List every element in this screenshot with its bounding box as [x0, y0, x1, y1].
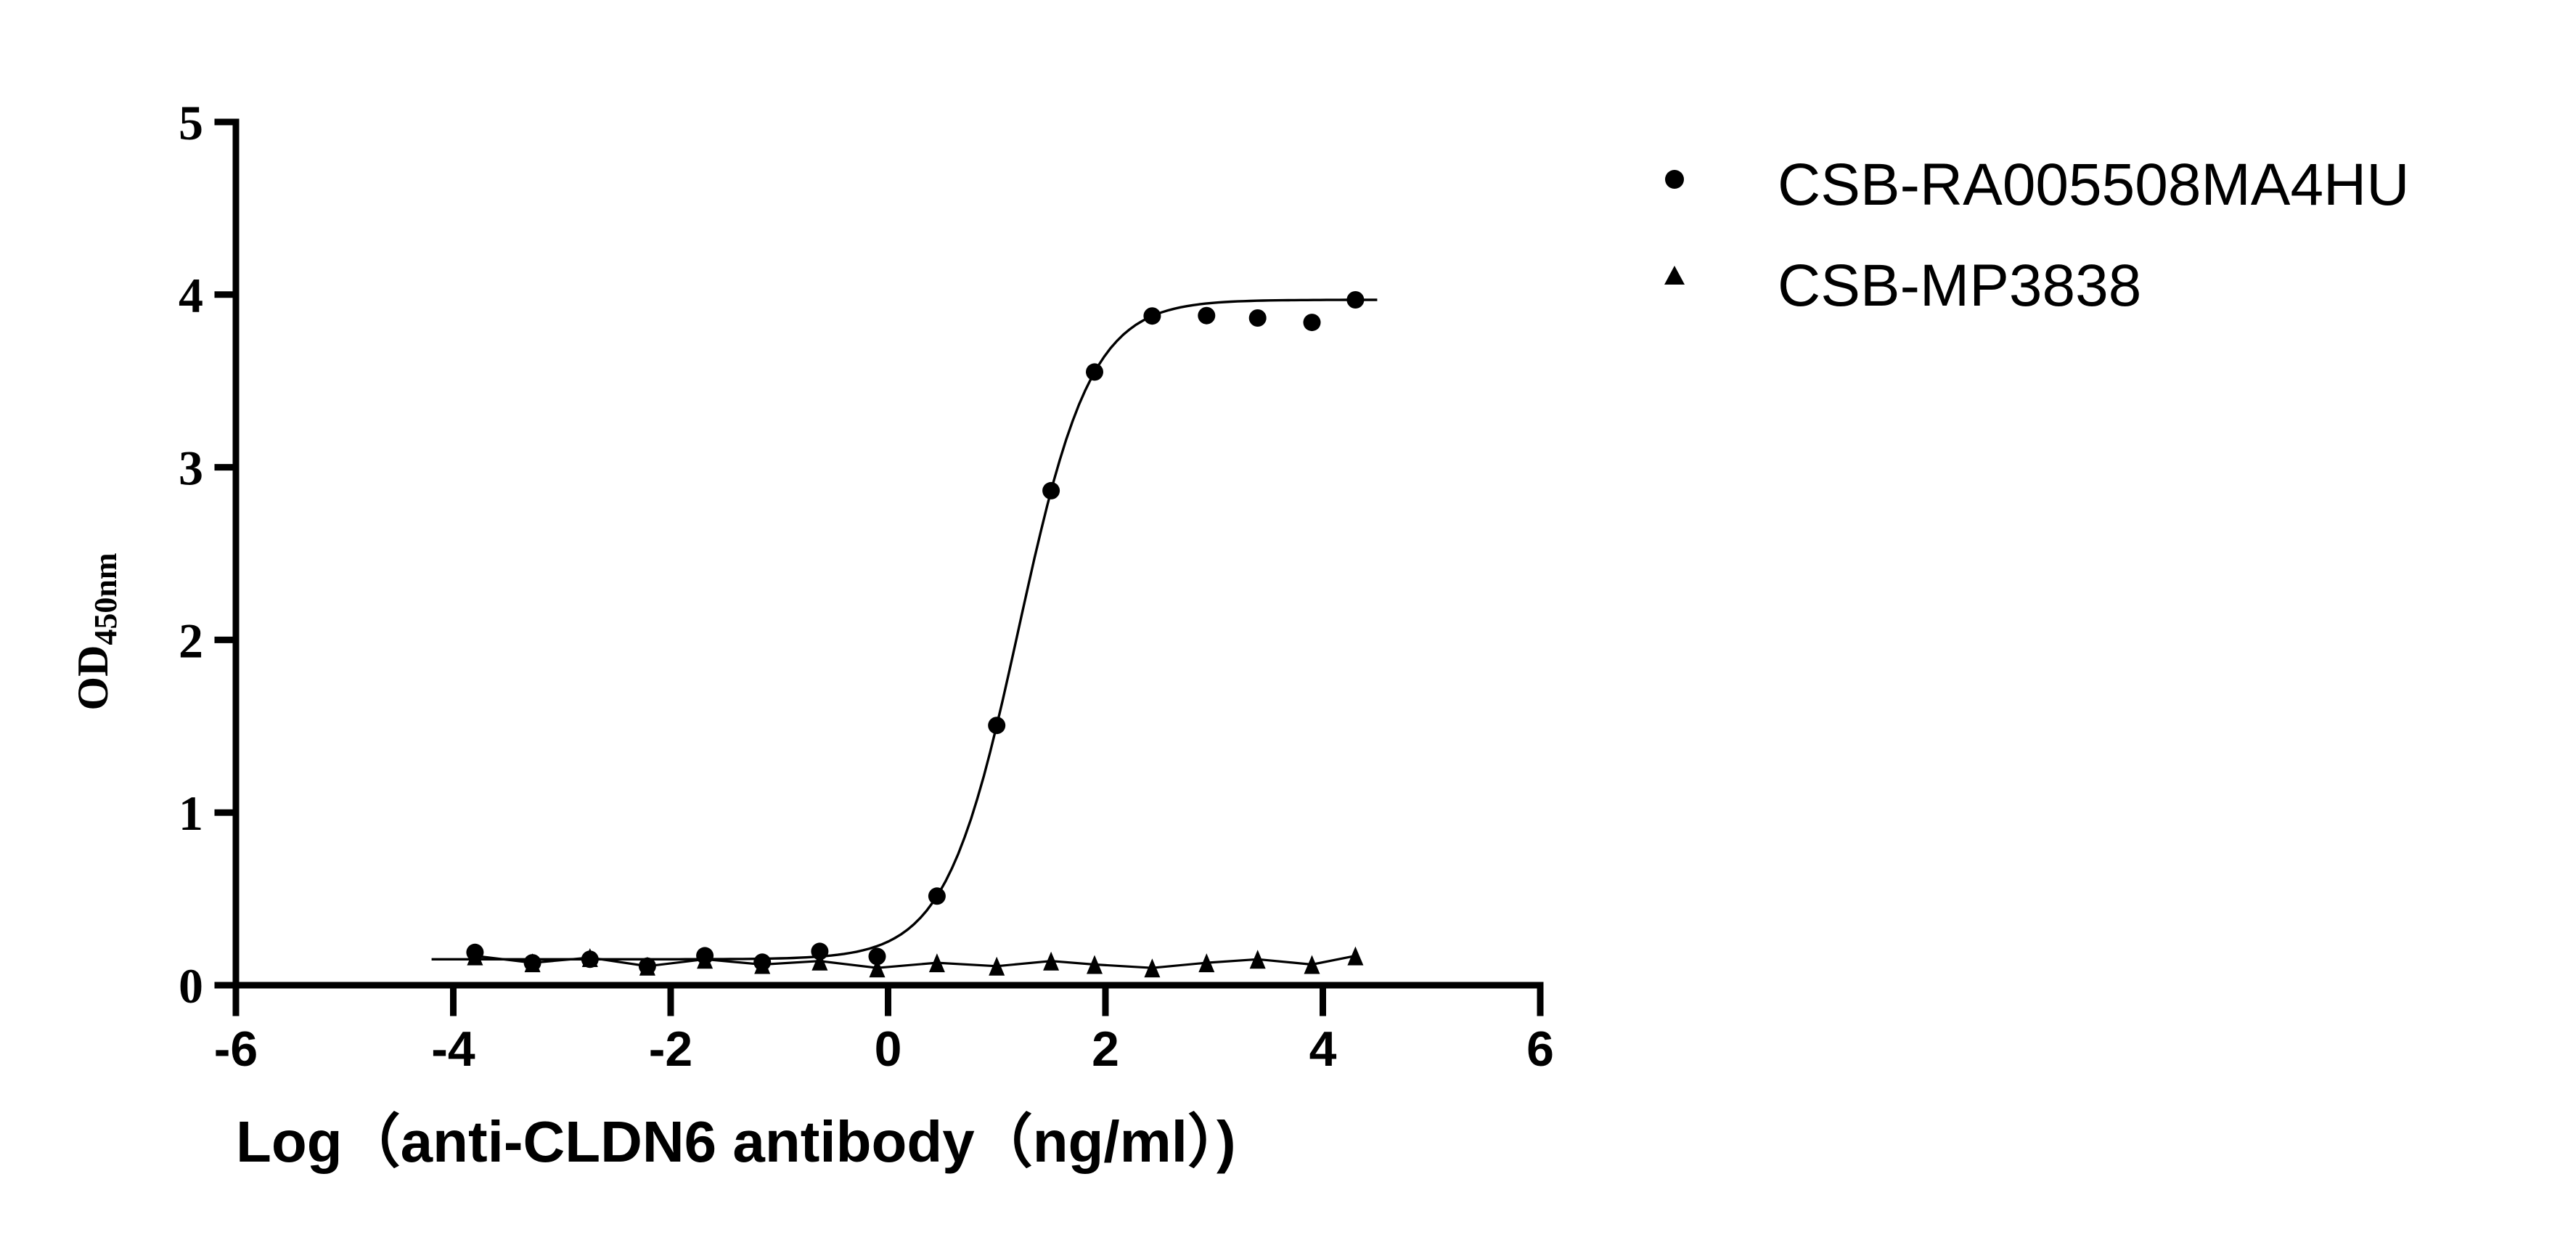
- svg-text:OD450nm: OD450nm: [69, 552, 123, 710]
- svg-text:0: 0: [875, 1021, 902, 1077]
- svg-text:3: 3: [179, 441, 203, 496]
- svg-text:CSB-RA005508MA4HU: CSB-RA005508MA4HU: [1778, 152, 2410, 218]
- svg-text:-6: -6: [214, 1021, 258, 1077]
- svg-text:2: 2: [179, 613, 203, 668]
- svg-text:4: 4: [1309, 1021, 1337, 1077]
- svg-text:5: 5: [179, 95, 203, 150]
- svg-text:-2: -2: [649, 1021, 692, 1077]
- svg-text:6: 6: [1526, 1021, 1554, 1077]
- svg-text:2: 2: [1092, 1021, 1119, 1077]
- svg-text:CSB-MP3838: CSB-MP3838: [1778, 253, 2141, 319]
- svg-text:-4: -4: [431, 1021, 475, 1077]
- svg-text:1: 1: [179, 786, 203, 841]
- svg-text:Log（anti-CLDN6 antibody（ng/ml）: Log（anti-CLDN6 antibody（ng/ml）): [236, 1109, 1236, 1174]
- svg-text:0: 0: [179, 958, 203, 1014]
- svg-text:4: 4: [179, 268, 203, 323]
